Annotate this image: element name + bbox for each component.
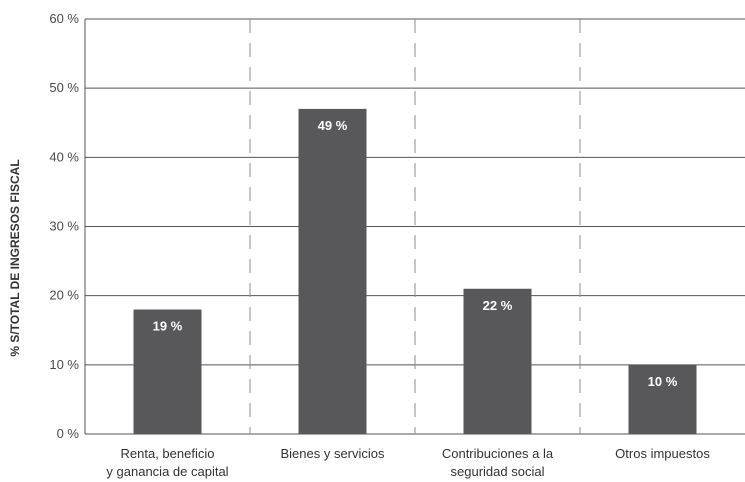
x-tick-label: Bienes y servicios: [280, 446, 385, 461]
x-axis-categories: Renta, beneficio y ganancia de capital Bie…: [106, 446, 710, 479]
y-tick-label: 60 %: [49, 11, 79, 26]
data-label: 10 %: [648, 374, 678, 389]
category-separators: [249, 19, 581, 434]
x-tick-label: Contribuciones a la: [442, 446, 554, 461]
y-axis-label: % S/TOTAL DE INGRESOS FISCAL: [8, 159, 22, 356]
bars: [133, 108, 697, 435]
data-label: 22 %: [483, 298, 513, 313]
bar: [133, 309, 202, 434]
data-label: 19 %: [153, 319, 183, 334]
y-tick-label: 50 %: [49, 80, 79, 95]
data-label: 49 %: [318, 118, 348, 133]
y-tick-label: 30 %: [49, 219, 79, 234]
x-tick-label: Otros impuestos: [615, 446, 710, 461]
y-axis-ticks: 0 % 10 % 20 % 30 % 40 % 50 % 60 %: [49, 11, 79, 441]
y-tick-label: 0 %: [57, 426, 80, 441]
bar: [463, 288, 532, 434]
data-labels: 19 % 49 % 22 % 10 %: [153, 118, 678, 389]
x-tick-label: seguridad social: [451, 464, 545, 479]
bar: [298, 108, 367, 435]
y-tick-label: 20 %: [49, 288, 79, 303]
x-tick-label: y ganancia de capital: [106, 464, 228, 479]
y-tick-label: 40 %: [49, 149, 79, 164]
x-tick-label: Renta, beneficio: [121, 446, 215, 461]
y-tick-label: 10 %: [49, 357, 79, 372]
bar: [628, 364, 697, 434]
